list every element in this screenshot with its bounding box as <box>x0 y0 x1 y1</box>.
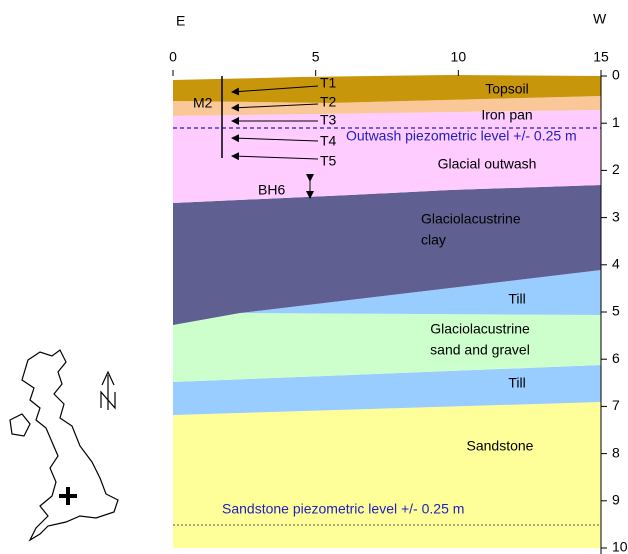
x-tick-label: 0 <box>169 49 177 65</box>
y-tick-label: 8 <box>612 444 620 460</box>
sensor-arrow <box>231 134 319 143</box>
layer-label: Glacial outwash <box>438 156 537 172</box>
y-tick-label: 10 <box>612 539 628 554</box>
sensor-arrow <box>231 103 319 112</box>
level-label: Outwash piezometric level +/- 0.25 m <box>346 128 577 144</box>
y-tick-label: 0 <box>612 67 620 83</box>
sensor-label: T5 <box>320 153 337 169</box>
borehole-label: M2 <box>193 95 213 111</box>
layer-label: Glaciolacustrine <box>421 211 521 227</box>
layer-label: clay <box>421 232 446 248</box>
sensor-label: T1 <box>320 75 337 91</box>
layer-label: Till <box>508 375 525 391</box>
y-tick-label: 7 <box>612 397 620 413</box>
north-arrow <box>100 370 116 410</box>
y-tick-label: 6 <box>612 350 620 366</box>
x-tick-label: 15 <box>593 49 609 65</box>
x-tick-label: 5 <box>312 49 320 65</box>
location-map <box>9 349 119 542</box>
clay-layer <box>173 185 601 325</box>
y-tick-label: 3 <box>612 208 620 224</box>
outwash-layer <box>173 110 601 203</box>
y-tick-label: 4 <box>612 256 620 272</box>
sensor-arrow <box>231 152 319 161</box>
layer-label: Topsoil <box>485 81 529 97</box>
layer-label: Glaciolacustrine <box>430 321 530 337</box>
layer-label: sand and gravel <box>430 342 530 358</box>
sandstone-layer <box>173 402 601 548</box>
sensor-label: T4 <box>320 133 337 149</box>
marker-label: BH6 <box>258 182 285 198</box>
layer-label: Till <box>508 291 525 307</box>
sensor-arrow <box>231 85 319 96</box>
y-tick-label: 9 <box>612 492 620 508</box>
sensor-label: T3 <box>320 112 337 128</box>
east-label: E <box>176 13 185 29</box>
layer-label: Sandstone <box>467 438 534 454</box>
y-tick-label: 2 <box>612 161 620 177</box>
west-label: W <box>593 11 607 27</box>
layer-label: Iron pan <box>481 107 532 123</box>
x-tick-label: 10 <box>451 49 467 65</box>
till-upper-layer <box>240 270 601 315</box>
y-tick-label: 1 <box>612 114 620 130</box>
location-cross <box>59 487 77 505</box>
sensor-label: T2 <box>320 94 337 110</box>
topsoil-layer <box>173 75 601 103</box>
sand-layer <box>173 313 601 382</box>
y-tick-label: 5 <box>612 303 620 319</box>
iron-pan-layer <box>173 96 601 116</box>
till-lower-layer <box>173 365 601 415</box>
level-label: Sandstone piezometric level +/- 0.25 m <box>222 501 464 517</box>
